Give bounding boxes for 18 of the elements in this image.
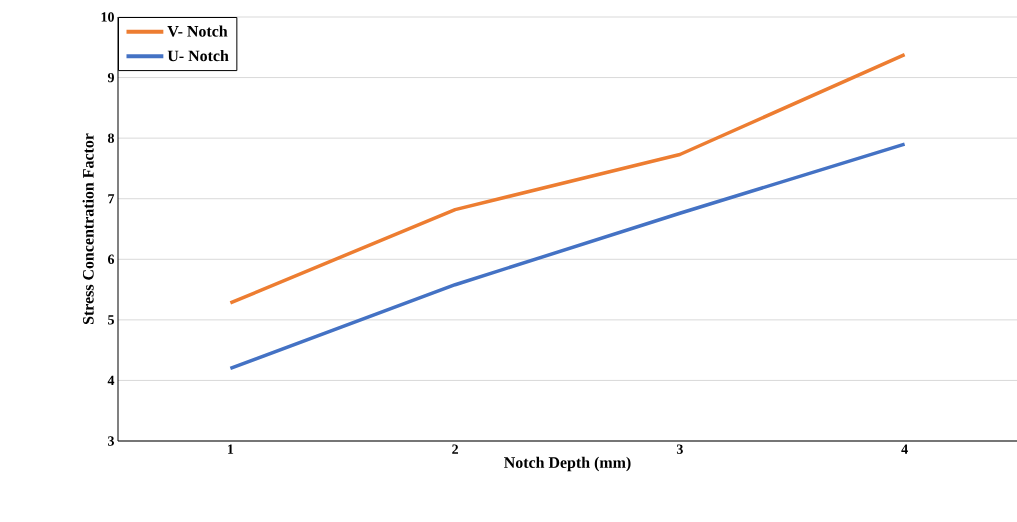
- y-axis-title: Stress Concentration Factor: [82, 133, 94, 325]
- x-axis-title: Notch Depth (mm): [504, 456, 631, 472]
- x-tick-label: 2: [452, 444, 459, 454]
- y-tick-label: 7: [108, 194, 115, 204]
- line-series: [228, 142, 907, 371]
- y-tick-label: 3: [108, 436, 115, 446]
- x-tick-label: 4: [901, 444, 908, 454]
- y-tick-label: 10: [101, 12, 114, 22]
- y-tick-label: 8: [107, 133, 115, 143]
- x-tick-label: 3: [676, 444, 683, 454]
- x-tick-label: 1: [228, 444, 234, 454]
- y-tick-label: 6: [107, 254, 115, 264]
- y-tick-label: 4: [107, 375, 115, 386]
- legend-label: V- Notch: [167, 25, 228, 37]
- line-series: [228, 52, 907, 305]
- y-tick-label: 5: [108, 315, 114, 325]
- legend-label: U- Notch: [167, 50, 229, 62]
- y-tick-label: 9: [107, 72, 114, 83]
